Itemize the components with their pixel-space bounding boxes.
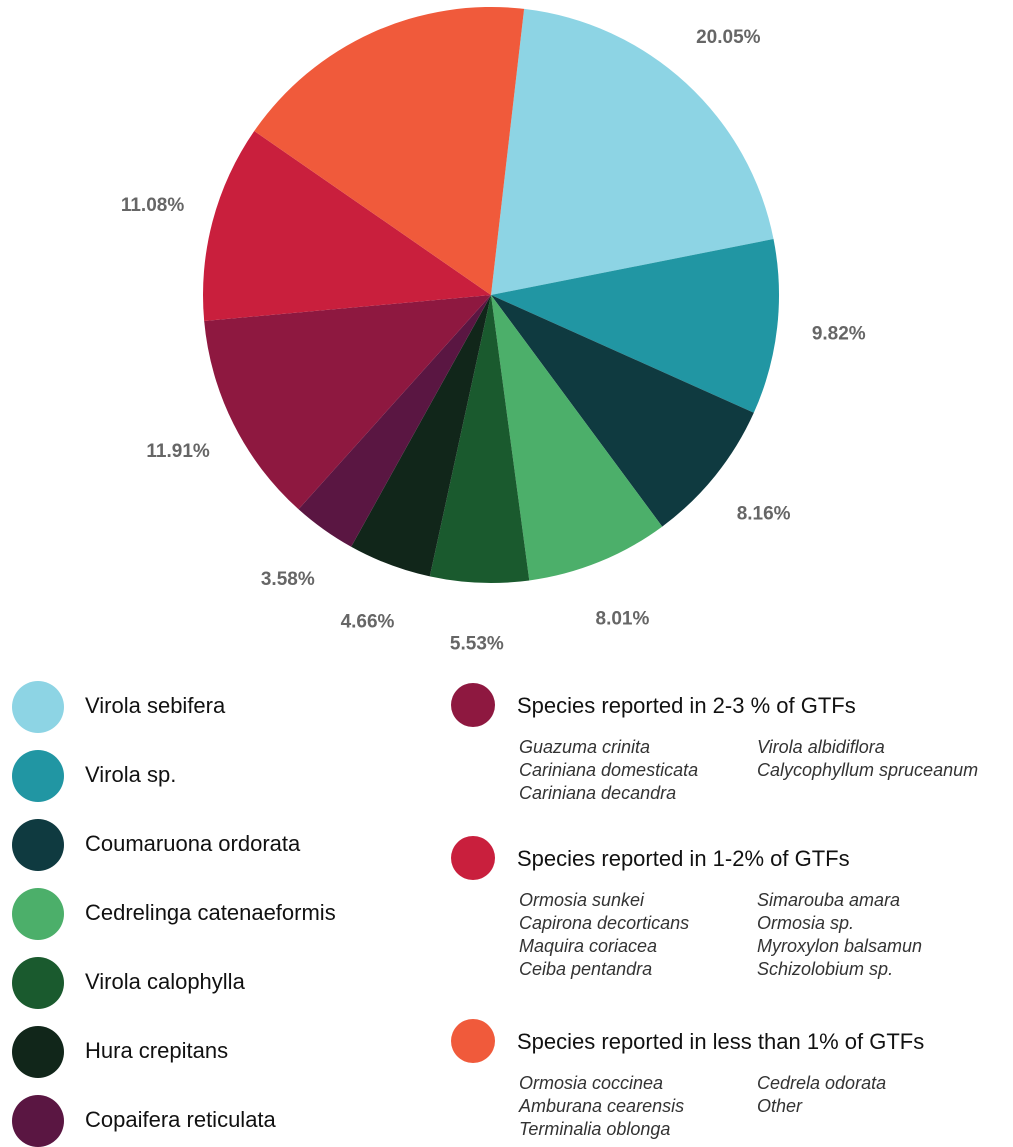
slice-label: 11.91% [146,441,209,462]
pie-slice [204,295,491,510]
species-name: Ormosia sp. [757,913,854,933]
species-name: Schizolobium sp. [757,959,893,979]
slice-label: 20.05% [696,27,761,48]
species-name: Terminalia oblonga [519,1119,670,1139]
legend-swatch [12,819,64,871]
legend-label: Virola calophylla [85,969,246,994]
legend-swatch [12,750,64,802]
species-name: Capirona decorticans [519,913,689,933]
pie-slice [298,295,491,547]
legend-swatch [12,1095,64,1147]
legend-label: Coumaruona ordorata [85,831,301,856]
species-name: Ceiba pentandra [519,959,652,979]
legend-label: Copaifera reticulata [85,1107,277,1132]
legend-swatch [12,888,64,940]
species-name: Cariniana domesticata [519,760,698,780]
legend-label: Species reported in 2-3 % of GTFs [517,693,856,718]
pie-slice [254,6,525,295]
legend-swatch [451,683,495,727]
species-name: Ormosia coccinea [519,1073,663,1093]
slice-label: 3.58% [261,569,315,590]
slice-label: 8.16% [737,503,791,524]
legend-swatch [451,836,495,880]
species-name: Virola albidiflora [757,737,885,757]
species-name: Cariniana decandra [519,783,676,803]
species-name: Calycophyllum spruceanum [757,760,978,780]
pie-slice [429,295,530,583]
slice-label: 5.53% [450,634,504,655]
pie-slice [491,8,774,296]
legend-label: Species reported in 1-2% of GTFs [517,846,850,871]
species-name: Other [757,1096,803,1116]
legend-label: Hura crepitans [85,1038,228,1063]
pie-slice [491,295,663,581]
pie-slice [491,238,779,413]
legend-swatch [12,957,64,1009]
legend-swatch [451,1019,495,1063]
slice-label: 11.08% [121,195,184,216]
legend-swatch [12,1026,64,1078]
pie-slice [491,295,754,527]
pie-slice [351,295,491,577]
slice-label: 9.82% [812,323,866,344]
slice-label: 4.66% [341,612,395,633]
species-name: Ormosia sunkei [519,890,645,910]
species-name: Guazuma crinita [519,737,650,757]
species-name: Simarouba amara [757,890,900,910]
legend-swatch [12,681,64,733]
legend-label: Cedrelinga catenaeformis [85,900,336,925]
legend-label: Virola sebifera [85,693,226,718]
species-name: Amburana cearensis [518,1096,684,1116]
species-name: Maquira coriacea [519,936,657,956]
pie-slice [202,131,491,322]
slice-label: 8.01% [596,608,650,629]
species-name: Myroxylon balsamun [757,936,922,956]
legend-label: Virola sp. [85,762,176,787]
species-name: Cedrela odorata [757,1073,886,1093]
legend-label: Species reported in less than 1% of GTFs [517,1029,924,1054]
